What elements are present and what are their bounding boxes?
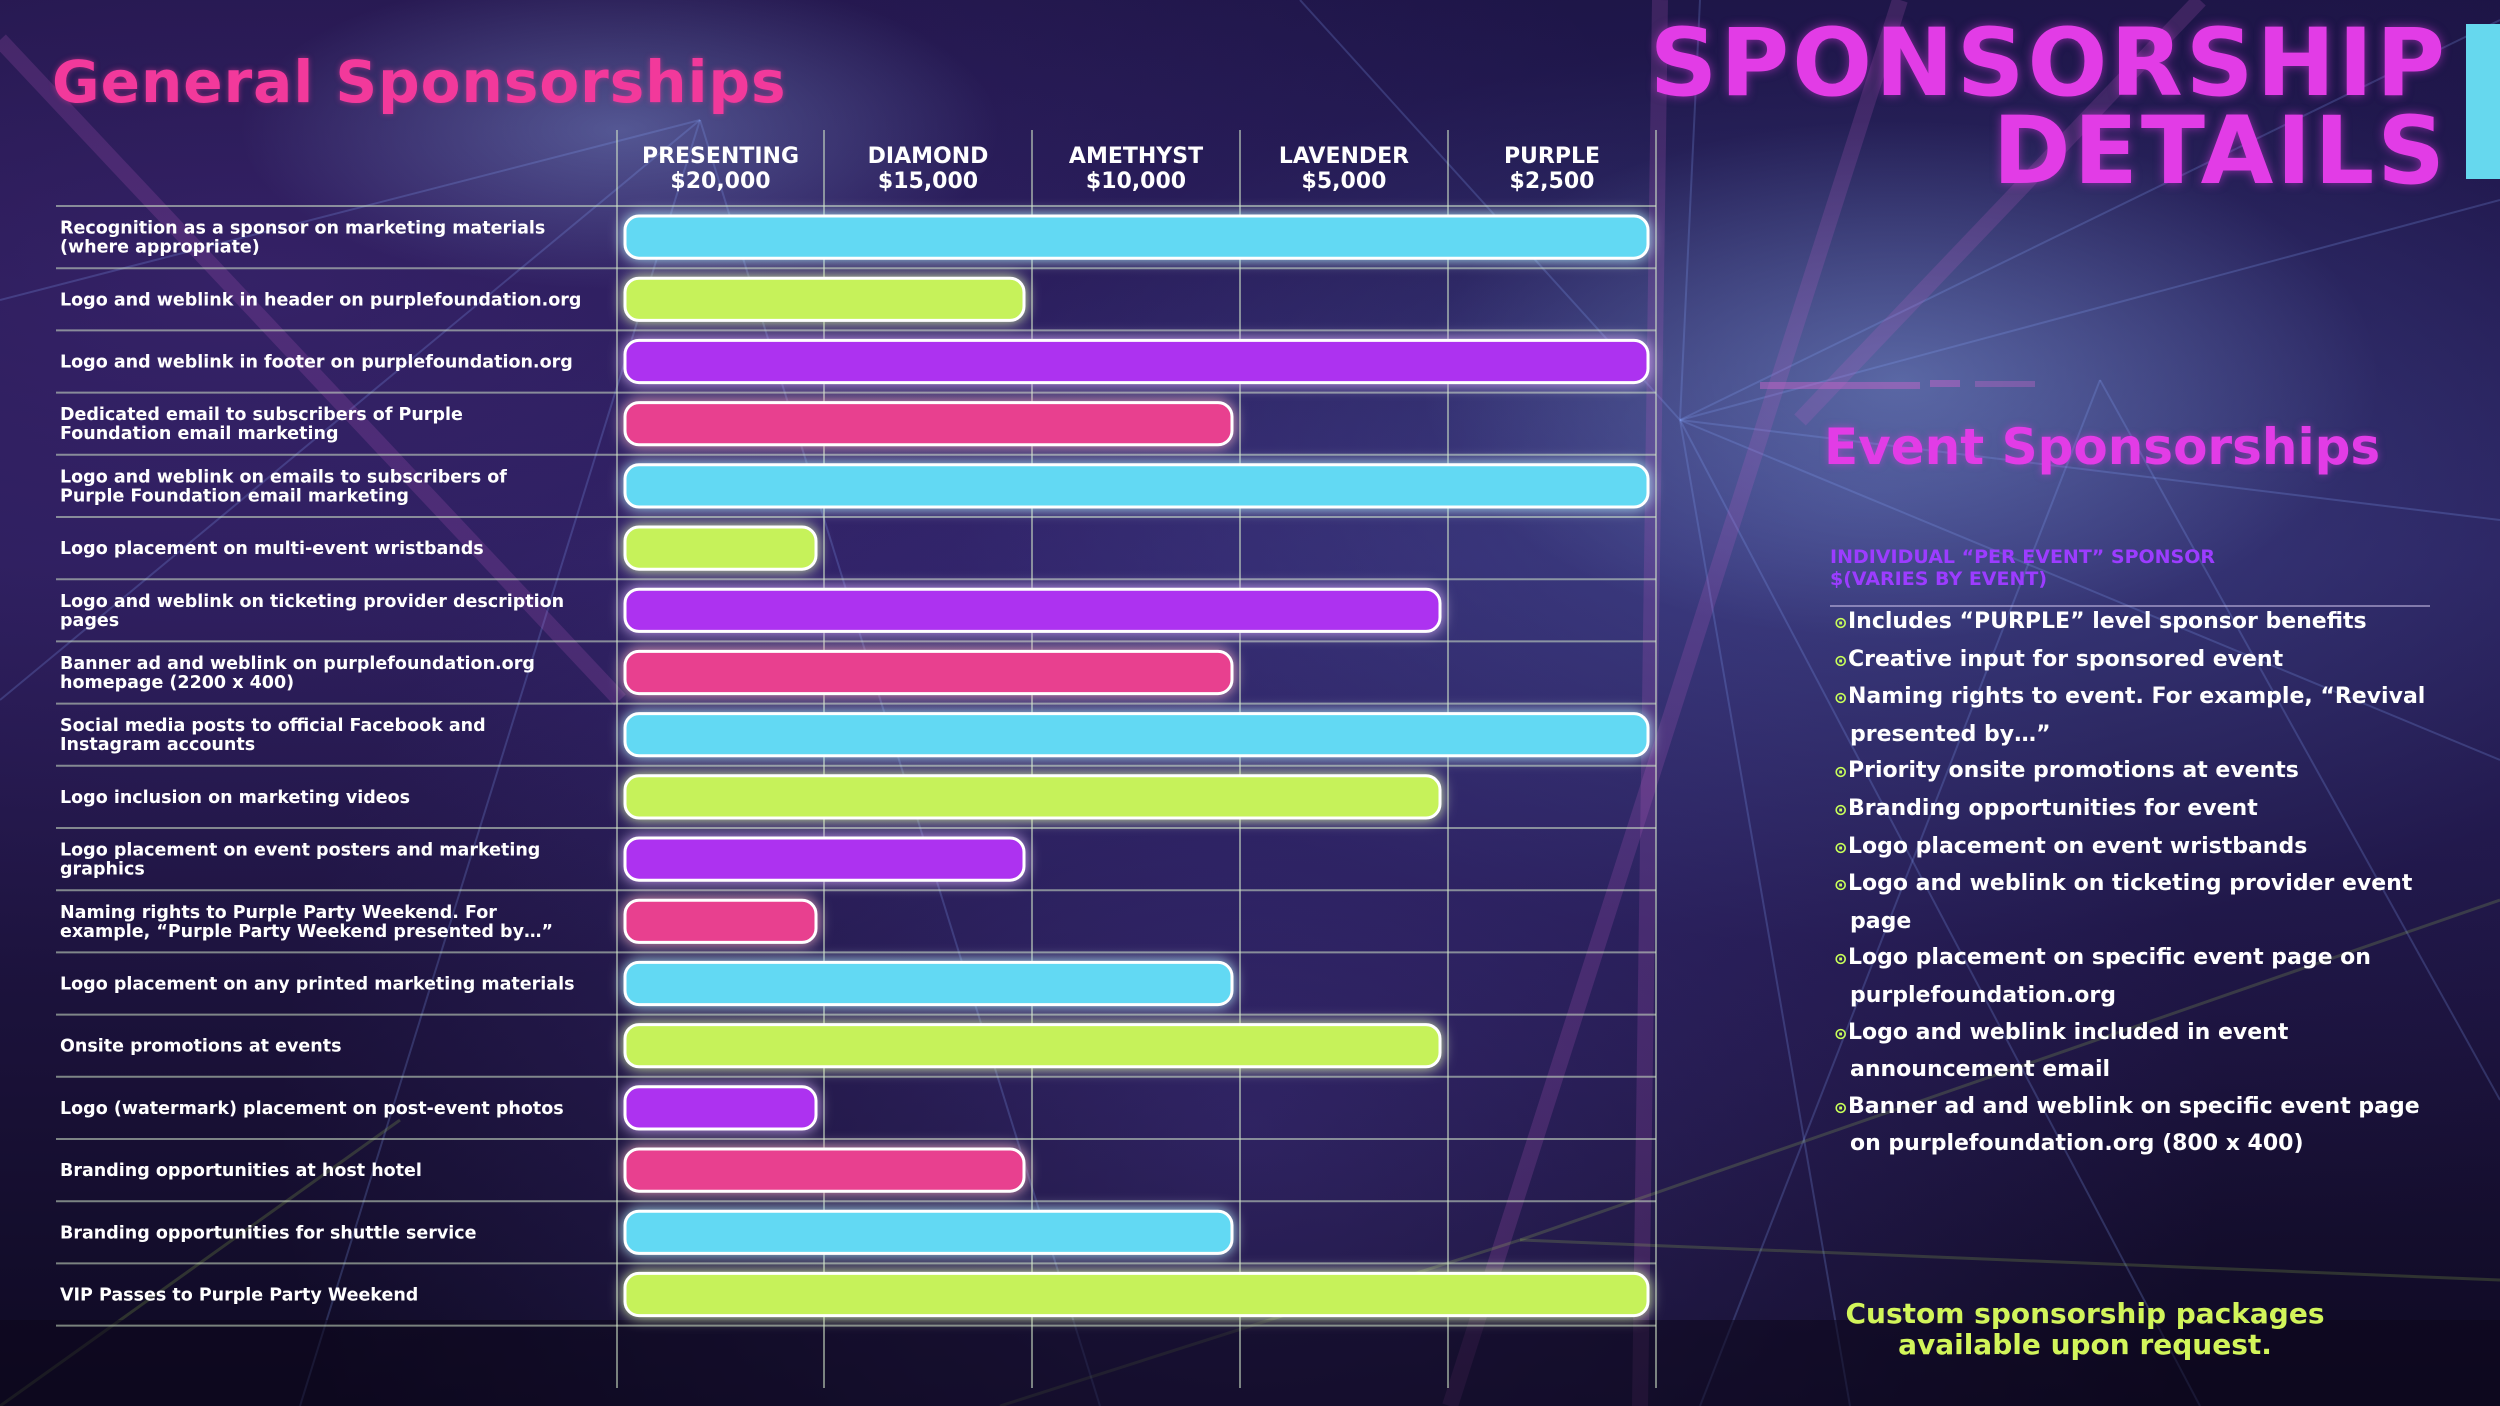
benefit-bar bbox=[623, 276, 1026, 322]
custom-note-line-1: Custom sponsorship packages bbox=[1845, 1297, 2325, 1330]
event-benefits-list: ⊙Includes “PURPLE” level sponsor benefit… bbox=[1830, 604, 2450, 1163]
page-title-line-1: SPONSORSHIP bbox=[1649, 9, 2448, 118]
bullet-icon: ⊙ bbox=[1834, 1097, 1848, 1117]
benefit-bar bbox=[623, 214, 1650, 260]
benefit-label: Naming rights to Purple Party Weekend. F… bbox=[60, 903, 553, 942]
benefit-label: Logo and weblink in header on purplefoun… bbox=[60, 290, 581, 310]
tier-headers: PRESENTING$20,000DIAMOND$15,000AMETHYST$… bbox=[642, 144, 1600, 194]
benefit-label: Branding opportunities for shuttle servi… bbox=[60, 1223, 477, 1243]
event-benefit-text: Banner ad and weblink on specific event … bbox=[1848, 1093, 2420, 1157]
general-sponsorships-heading: General Sponsorships bbox=[52, 48, 787, 116]
event-sponsorships-heading: Event Sponsorships bbox=[1824, 418, 2381, 476]
tier-price: $2,500 bbox=[1510, 169, 1595, 194]
benefit-bar bbox=[623, 1271, 1650, 1318]
benefit-label: Social media posts to official Facebook … bbox=[60, 716, 486, 755]
benefit-bar bbox=[623, 649, 1234, 696]
event-benefit-text: Logo and weblink included in event annou… bbox=[1848, 1019, 2289, 1083]
event-benefit-text: Priority onsite promotions at events bbox=[1848, 758, 2299, 784]
event-benefit-item: ⊙Creative input for sponsored event bbox=[1830, 642, 2450, 680]
benefit-label: VIP Passes to Purple Party Weekend bbox=[60, 1286, 418, 1306]
event-sponsor-subtitle: INDIVIDUAL “PER EVENT” SPONSOR $(VARIES … bbox=[1830, 546, 2216, 590]
event-benefit-item: ⊙Includes “PURPLE” level sponsor benefit… bbox=[1830, 604, 2450, 642]
benefit-labels: Recognition as a sponsor on marketing ma… bbox=[60, 219, 581, 1306]
event-benefit-text: Branding opportunities for event bbox=[1848, 795, 2258, 821]
event-benefit-text: Logo placement on event wristbands bbox=[1848, 833, 2308, 859]
page-title: SPONSORSHIP DETAILS bbox=[1649, 9, 2448, 206]
benefit-label: Onsite promotions at events bbox=[60, 1037, 342, 1057]
bullet-icon: ⊙ bbox=[1834, 613, 1848, 632]
bullet-icon: ⊙ bbox=[1834, 799, 1848, 819]
matrix-grid bbox=[56, 130, 1657, 1388]
bullet-icon: ⊙ bbox=[1834, 688, 1848, 708]
benefit-label: Logo and weblink on ticketing provider d… bbox=[60, 592, 564, 631]
bullet-icon: ⊙ bbox=[1834, 650, 1848, 670]
benefit-label: Logo placement on multi-event wristbands bbox=[60, 539, 484, 559]
benefit-bar bbox=[623, 960, 1234, 1007]
bullet-icon: ⊙ bbox=[1834, 949, 1848, 969]
event-benefit-item: ⊙Logo placement on event wristbands bbox=[1830, 829, 2450, 867]
tier-price: $20,000 bbox=[670, 169, 770, 194]
event-benefit-item: ⊙Priority onsite promotions at events bbox=[1830, 753, 2450, 791]
event-benefit-item: ⊙Logo and weblink included in event anno… bbox=[1830, 1015, 2450, 1089]
benefit-bar bbox=[623, 463, 1650, 509]
tier-name: AMETHYST bbox=[1069, 144, 1203, 169]
benefit-bar bbox=[623, 525, 818, 571]
benefit-label: Logo inclusion on marketing videos bbox=[60, 788, 410, 808]
benefit-label: Logo and weblink on emails to subscriber… bbox=[60, 467, 507, 506]
tier-price: $15,000 bbox=[878, 169, 978, 194]
benefit-bar bbox=[623, 836, 1026, 882]
benefit-bar bbox=[623, 774, 1442, 820]
benefit-bars bbox=[623, 214, 1650, 1318]
benefit-label: Banner ad and weblink on purplefoundatio… bbox=[60, 654, 535, 693]
event-benefit-item: ⊙Banner ad and weblink on specific event… bbox=[1830, 1089, 2450, 1163]
tier-price: $5,000 bbox=[1302, 169, 1387, 194]
event-divider bbox=[1830, 605, 2430, 607]
event-benefit-item: ⊙Branding opportunities for event bbox=[1830, 791, 2450, 829]
event-benefit-item: ⊙Logo and weblink on ticketing provider … bbox=[1830, 866, 2450, 940]
benefit-label: Branding opportunities at host hotel bbox=[60, 1161, 422, 1181]
event-benefit-text: Logo and weblink on ticketing provider e… bbox=[1848, 871, 2413, 934]
custom-note-line-2: available upon request. bbox=[1898, 1328, 2272, 1361]
page-title-line-2: DETAILS bbox=[1992, 97, 2448, 206]
benefit-bar bbox=[623, 401, 1234, 447]
tier-name: PURPLE bbox=[1504, 144, 1600, 169]
event-benefit-item: ⊙Naming rights to event. For example, “R… bbox=[1830, 679, 2450, 753]
tier-name: LAVENDER bbox=[1279, 144, 1409, 169]
tier-name: DIAMOND bbox=[868, 144, 989, 169]
event-benefit-text: Naming rights to event. For example, “Re… bbox=[1848, 684, 2426, 747]
bullet-icon: ⊙ bbox=[1834, 762, 1848, 782]
tier-name: PRESENTING bbox=[642, 144, 799, 169]
benefit-label: Logo placement on any printed marketing … bbox=[60, 975, 575, 995]
benefit-bar bbox=[623, 1023, 1442, 1069]
benefit-label: Recognition as a sponsor on marketing ma… bbox=[60, 219, 545, 258]
custom-packages-note: Custom sponsorship packages available up… bbox=[1800, 1298, 2370, 1360]
accent-strip bbox=[2466, 24, 2500, 179]
bullet-icon: ⊙ bbox=[1834, 837, 1848, 857]
benefit-bar bbox=[623, 712, 1650, 758]
benefit-bar bbox=[623, 587, 1442, 633]
benefit-label: Logo (watermark) placement on post-event… bbox=[60, 1099, 564, 1119]
event-benefit-text: Logo placement on specific event page on… bbox=[1848, 945, 2371, 1008]
tier-price: $10,000 bbox=[1086, 169, 1186, 194]
benefit-bar bbox=[623, 1147, 1026, 1193]
benefit-bar bbox=[623, 338, 1650, 385]
bullet-icon: ⊙ bbox=[1834, 875, 1848, 895]
bullet-icon: ⊙ bbox=[1834, 1023, 1848, 1043]
benefit-bar bbox=[623, 1209, 1234, 1255]
benefit-bar bbox=[623, 1085, 818, 1131]
benefit-label: Logo and weblink in footer on purplefoun… bbox=[60, 353, 573, 373]
event-benefit-text: Includes “PURPLE” level sponsor benefits bbox=[1848, 609, 2367, 634]
event-benefit-item: ⊙Logo placement on specific event page o… bbox=[1830, 940, 2450, 1014]
benefit-bar bbox=[623, 898, 818, 944]
benefit-label: Dedicated email to subscribers of Purple… bbox=[60, 405, 463, 444]
event-benefit-text: Creative input for sponsored event bbox=[1848, 646, 2284, 672]
benefit-label: Logo placement on event posters and mark… bbox=[60, 841, 540, 880]
